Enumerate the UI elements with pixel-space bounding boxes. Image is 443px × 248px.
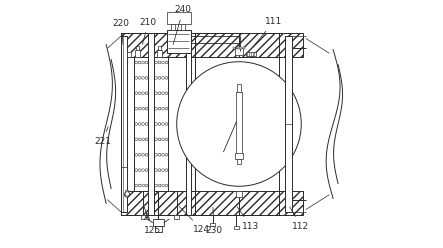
Bar (167, 30, 190, 53)
Text: 124: 124 (179, 207, 210, 234)
Bar (127, 52, 131, 57)
Bar (234, 226, 239, 229)
Bar (154, 57, 168, 191)
Bar (153, 219, 164, 226)
Bar (195, 33, 279, 215)
Bar (155, 226, 162, 232)
Bar (121, 33, 303, 57)
Bar (136, 46, 139, 50)
Text: 230: 230 (206, 207, 223, 235)
Circle shape (125, 192, 129, 196)
Text: 240: 240 (173, 5, 191, 44)
Text: A: A (144, 207, 150, 222)
Text: 111: 111 (253, 17, 282, 47)
Bar (241, 47, 242, 49)
Bar (237, 84, 241, 92)
Circle shape (177, 62, 301, 186)
Circle shape (124, 192, 129, 197)
Bar (121, 33, 195, 215)
Bar (246, 52, 256, 56)
Bar (158, 46, 161, 50)
Bar (236, 47, 237, 49)
Bar (236, 92, 242, 154)
Text: 113: 113 (237, 207, 260, 231)
Text: 220: 220 (113, 19, 129, 44)
Bar (121, 191, 303, 215)
Bar (141, 215, 146, 219)
Bar (134, 57, 148, 191)
Bar (237, 159, 241, 164)
Bar (181, 24, 185, 30)
Bar (243, 47, 245, 49)
Bar (210, 223, 215, 226)
Text: 210: 210 (140, 18, 157, 44)
Bar (157, 50, 162, 57)
Bar (148, 33, 154, 215)
Bar (187, 33, 191, 215)
Bar (171, 24, 175, 30)
Bar (125, 190, 128, 193)
Bar (238, 47, 240, 49)
Bar (233, 47, 235, 49)
Bar (135, 50, 140, 57)
Bar (236, 191, 242, 197)
Bar (121, 36, 127, 212)
Text: 125: 125 (144, 207, 161, 235)
Bar (234, 48, 244, 55)
Text: 221: 221 (94, 126, 111, 146)
Text: 112: 112 (290, 207, 309, 231)
Bar (234, 153, 244, 159)
Bar (167, 12, 190, 24)
Bar (175, 215, 179, 219)
Bar (285, 36, 291, 212)
